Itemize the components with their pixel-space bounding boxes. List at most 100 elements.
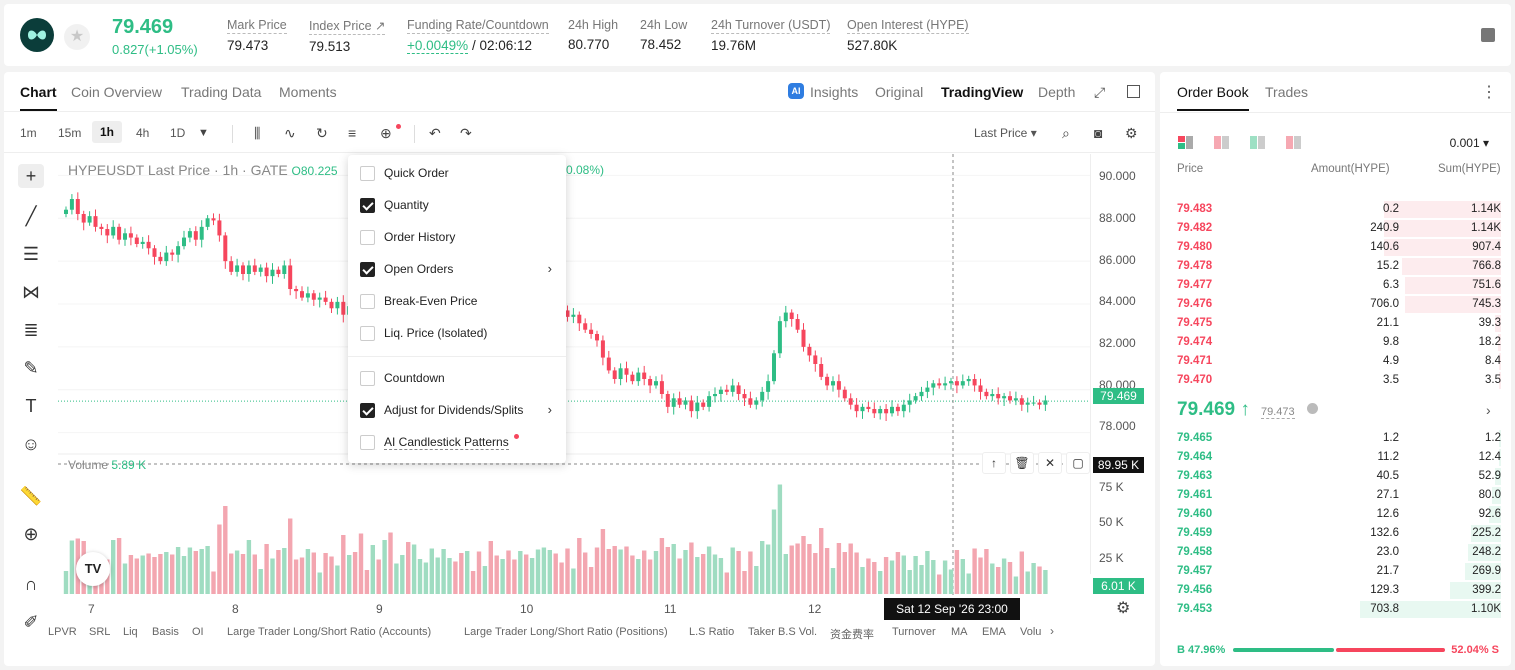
checkbox[interactable] — [360, 435, 375, 450]
ask-row[interactable]: 79.471 4.9 8.4 — [1160, 352, 1511, 371]
bid-row[interactable]: 79.461 27.1 80.0 — [1160, 486, 1511, 505]
chevron-right-icon[interactable]: › — [547, 261, 552, 276]
scroll-right-icon[interactable]: › — [1050, 624, 1054, 638]
menu-item-open-orders[interactable]: Open Orders › — [348, 253, 566, 285]
collapse-icon[interactable]: ✕ — [1038, 452, 1062, 474]
timeframe-15m[interactable]: 15m — [58, 126, 82, 140]
view-original[interactable]: Original — [875, 84, 924, 100]
tick-size-select[interactable]: 0.001 ▾ — [1449, 136, 1489, 150]
last-price-select[interactable]: Last Price ▾ — [974, 126, 1037, 140]
indicator-srl[interactable]: SRL — [89, 626, 111, 638]
menu-item-ai-patterns[interactable]: AI Candlestick Patterns — [348, 426, 566, 458]
candlestick-chart[interactable] — [58, 154, 1090, 624]
ruler-icon[interactable]: 📏 — [19, 486, 43, 506]
camera-icon[interactable]: ◙ — [1094, 125, 1103, 141]
bid-row[interactable]: 79.464 11.2 12.4 — [1160, 448, 1511, 467]
redo-icon[interactable]: ↷ — [460, 125, 472, 141]
menu-item-order-history[interactable]: Order History — [348, 221, 566, 253]
mid-price-row[interactable]: 79.469 ↑ 79.473 — [1177, 399, 1318, 421]
ask-row[interactable]: 79.470 3.5 3.5 — [1160, 371, 1511, 390]
settings-gear-icon[interactable]: ⚙ — [1125, 125, 1138, 141]
checkbox-checked[interactable] — [360, 198, 375, 213]
menu-item-adjust-dividends[interactable]: Adjust for Dividends/Splits › — [348, 394, 566, 426]
ask-row[interactable]: 79.480 140.6 907.4 — [1160, 238, 1511, 257]
candle-type-icon[interactable]: ⫼ — [254, 125, 261, 141]
timeframe-1d[interactable]: 1D — [170, 126, 186, 140]
zoom-in-icon[interactable]: ⊕ — [23, 524, 39, 544]
book-icon[interactable] — [1481, 28, 1495, 42]
indicator-oi[interactable]: OI — [192, 626, 204, 638]
ask-row[interactable]: 79.475 21.1 39.3 — [1160, 314, 1511, 333]
price-axis[interactable]: 90.000 88.000 86.000 84.000 82.000 80.00… — [1090, 154, 1150, 574]
ask-row[interactable]: 79.483 0.2 1.14K — [1160, 200, 1511, 219]
bid-row[interactable]: 79.465 1.2 1.2 — [1160, 429, 1511, 448]
indicator-volume[interactable]: Volu — [1020, 626, 1042, 638]
bid-row[interactable]: 79.460 12.6 92.6 — [1160, 505, 1511, 524]
template-icon[interactable]: ≡ — [348, 125, 357, 141]
search-icon[interactable]: ⌕ — [1062, 125, 1070, 141]
index-price-stat[interactable]: Index Price ↗ 79.513 — [309, 19, 386, 54]
pattern-icon[interactable]: ⋈ — [22, 282, 40, 302]
open-interest-stat[interactable]: Open Interest (HYPE) 527.80K — [847, 18, 969, 53]
timeframe-1h[interactable]: 1h — [92, 121, 123, 143]
checkbox[interactable] — [360, 230, 375, 245]
add-plus-icon[interactable]: ⊕ — [380, 125, 392, 141]
ask-row[interactable]: 79.482 240.9 1.14K — [1160, 219, 1511, 238]
bid-row[interactable]: 79.458 23.0 248.2 — [1160, 543, 1511, 562]
more-options-icon[interactable]: ⋮ — [1481, 84, 1497, 101]
menu-item-quantity[interactable]: Quantity — [348, 189, 566, 221]
emoji-icon[interactable]: ☺ — [21, 434, 41, 454]
fib-icon[interactable]: ≣ — [23, 320, 39, 340]
tab-trading-data[interactable]: Trading Data — [181, 84, 262, 100]
brush-icon[interactable]: ✎ — [23, 358, 39, 378]
text-icon[interactable]: T — [25, 396, 37, 416]
magnet-icon[interactable]: ∩ — [24, 574, 38, 594]
view-bids-icon[interactable] — [1250, 136, 1266, 150]
indicator-lpvr[interactable]: LPVR — [48, 626, 77, 638]
tab-moments[interactable]: Moments — [279, 84, 337, 100]
indicator-ltlsr-positions[interactable]: Large Trader Long/Short Ratio (Positions… — [464, 626, 668, 638]
pencil-lock-icon[interactable]: ✐ — [23, 612, 39, 632]
checkbox[interactable] — [360, 326, 375, 341]
view-insights[interactable]: Insights — [810, 84, 859, 100]
trendline-icon[interactable]: ╱ — [25, 206, 37, 226]
turnover-24h-stat[interactable]: 24h Turnover (USDT) 19.76M — [711, 18, 831, 53]
ask-row[interactable]: 79.476 706.0 745.3 — [1160, 295, 1511, 314]
menu-item-countdown[interactable]: Countdown — [348, 362, 566, 394]
chevron-right-icon[interactable]: › — [1486, 402, 1491, 418]
ask-row[interactable]: 79.478 15.2 766.8 — [1160, 257, 1511, 276]
expand-icon[interactable]: ⤢ — [1094, 84, 1106, 100]
indicator-ls-ratio[interactable]: L.S Ratio — [689, 626, 735, 638]
timeframe-1m[interactable]: 1m — [20, 126, 37, 140]
menu-item-quick-order[interactable]: Quick Order — [348, 157, 566, 189]
timeframe-4h[interactable]: 4h — [136, 126, 150, 140]
view-tradingview[interactable]: TradingView — [941, 84, 1024, 100]
bid-row[interactable]: 79.456 129.3 399.2 — [1160, 581, 1511, 600]
view-both-icon[interactable] — [1178, 136, 1194, 150]
ask-row[interactable]: 79.474 9.8 18.2 — [1160, 333, 1511, 352]
checkbox-checked[interactable] — [360, 262, 375, 277]
bid-row[interactable]: 79.453 703.8 1.10K — [1160, 600, 1511, 619]
view-compact-icon[interactable] — [1286, 136, 1302, 150]
timeframe-dropdown-icon[interactable]: ▼ — [198, 127, 209, 139]
view-asks-icon[interactable] — [1214, 136, 1230, 150]
menu-item-liq-price[interactable]: Liq. Price (Isolated) — [348, 317, 566, 349]
indicator-ema[interactable]: EMA — [982, 626, 1006, 638]
checkbox[interactable] — [360, 371, 375, 386]
replay-icon[interactable]: ↻ — [316, 125, 328, 141]
undo-icon[interactable]: ↶ — [429, 125, 441, 141]
indicator-liq[interactable]: Liq — [123, 626, 138, 638]
indicator-basis[interactable]: Basis — [152, 626, 179, 638]
mark-price-stat[interactable]: Mark Price 79.473 — [227, 18, 287, 53]
indicator-ltlsr-accounts[interactable]: Large Trader Long/Short Ratio (Accounts) — [227, 626, 432, 638]
view-depth[interactable]: Depth — [1038, 84, 1076, 100]
checkbox-checked[interactable] — [360, 403, 375, 418]
indicator-funding-rate[interactable]: 资金费率 — [830, 629, 874, 641]
window-icon[interactable] — [1127, 85, 1140, 98]
tab-order-book[interactable]: Order Book — [1177, 84, 1249, 111]
funding-rate-stat[interactable]: Funding Rate/Countdown +0.0049% / 02:06:… — [407, 18, 549, 54]
checkbox[interactable] — [360, 294, 375, 309]
chevron-right-icon[interactable]: › — [547, 402, 552, 417]
bid-row[interactable]: 79.457 21.7 269.9 — [1160, 562, 1511, 581]
indicator-turnover[interactable]: Turnover — [892, 626, 936, 638]
